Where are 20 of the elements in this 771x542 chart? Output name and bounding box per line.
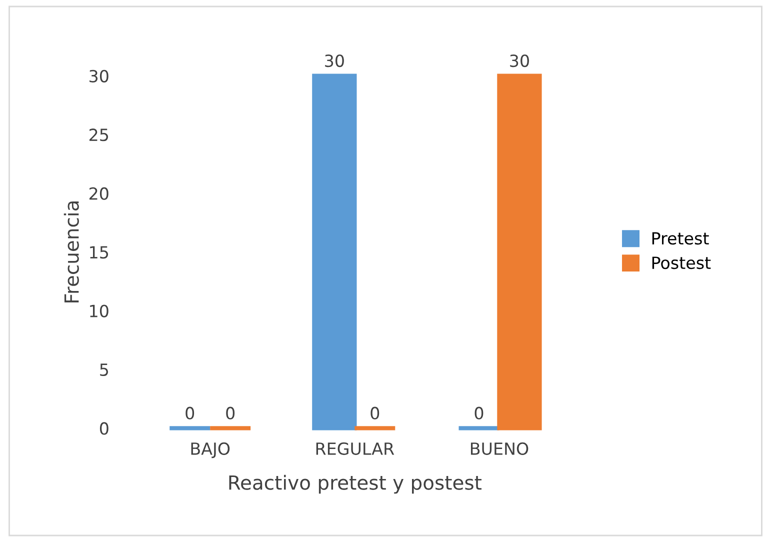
data-label: 0 <box>370 406 380 420</box>
y-tick-label: 10 <box>90 304 108 318</box>
x-tick-label: BAJO <box>191 442 230 458</box>
y-tick-label: 0 <box>100 422 108 435</box>
y-tick-label: 30 <box>90 70 108 82</box>
y-axis-title: Frecuencia <box>64 201 79 302</box>
y-tick-label: 20 <box>89 187 108 200</box>
x-tick-label: REGULAR <box>316 442 394 455</box>
data-label: 0 <box>226 406 235 420</box>
data-label: 0 <box>186 406 194 420</box>
y-tick-label: 25 <box>89 128 108 142</box>
x-tick-label: BUENO <box>470 442 528 455</box>
data-label: 30 <box>510 54 529 68</box>
legend-label: Pretest <box>652 232 709 245</box>
legend-label: Postest <box>652 256 711 270</box>
data-label: 0 <box>474 406 484 420</box>
data-label: 30 <box>325 54 344 68</box>
x-axis-title: Reactivo pretest y postest <box>229 474 482 494</box>
y-tick-label: 15 <box>90 246 108 259</box>
y-tick-label: 5 <box>100 364 108 376</box>
